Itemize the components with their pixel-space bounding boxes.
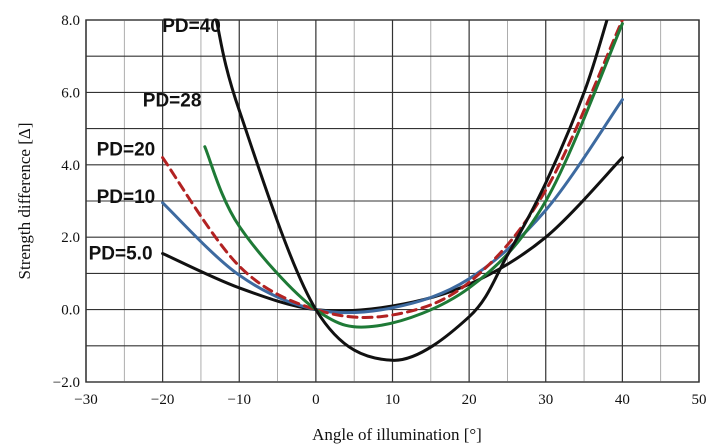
y-axis-title: Strength difference [Δ] <box>15 123 34 280</box>
series-line-pd-28 <box>203 22 624 329</box>
series-label-pd-40: PD=40 <box>162 16 221 37</box>
series-line-pd-5-0 <box>161 156 624 313</box>
x-tick-label: 50 <box>692 392 707 408</box>
y-tick-label: 0.0 <box>61 303 80 319</box>
y-tick-label: 2.0 <box>61 230 80 246</box>
x-tick-label: 0 <box>312 392 320 408</box>
y-tick-label: 6.0 <box>61 85 80 101</box>
x-tick-label: −10 <box>228 392 251 408</box>
series-labels: PD=5.0 PD=10 PD=20 PD=28 PD=40 <box>89 16 221 264</box>
series-label-pd-20: PD=20 <box>97 140 156 161</box>
tick-labels: −30 −20 −10 0 10 20 30 40 50 −2.0 0.0 2.0 4.0 6.0 8.0 <box>53 13 707 408</box>
x-tick-label: 30 <box>538 392 553 408</box>
x-axis-title: Angle of illumination [°] <box>312 425 482 444</box>
x-tick-label: 20 <box>462 392 477 408</box>
y-tick-label: 4.0 <box>61 158 80 174</box>
series-line-pd-20 <box>161 20 624 319</box>
series-line-pd-10 <box>161 98 624 315</box>
x-tick-label: 10 <box>385 392 400 408</box>
series-line-pd-40 <box>214 20 609 362</box>
series-lines <box>161 20 624 362</box>
x-tick-label: −20 <box>151 392 174 408</box>
series-label-pd-10: PD=10 <box>97 187 156 208</box>
series-label-pd-28: PD=28 <box>143 91 202 112</box>
x-tick-label: 40 <box>615 392 630 408</box>
series-label-pd-5-0: PD=5.0 <box>89 243 153 264</box>
y-tick-label: 8.0 <box>61 13 80 29</box>
y-tick-label: −2.0 <box>53 375 80 391</box>
grid <box>85 19 700 383</box>
x-tick-label: −30 <box>74 392 97 408</box>
